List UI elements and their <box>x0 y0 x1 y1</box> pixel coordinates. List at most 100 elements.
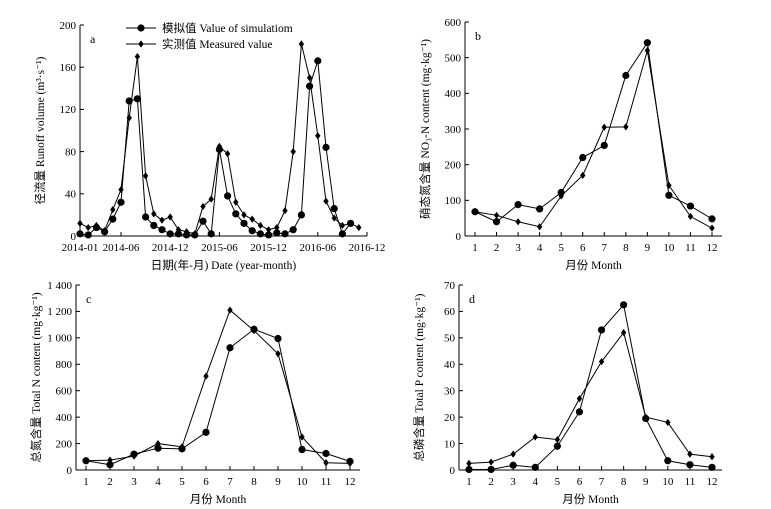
data-point <box>151 210 157 218</box>
data-point <box>207 230 215 238</box>
x-tick-label: 11 <box>685 476 696 488</box>
data-point <box>600 141 608 150</box>
data-point <box>93 221 100 230</box>
x-tick-label: 7 <box>602 242 608 254</box>
data-point <box>536 223 543 231</box>
legend-marker <box>138 40 144 48</box>
data-point <box>297 211 305 219</box>
x-tick-label: 3 <box>131 476 137 488</box>
y-axis-title: 总氮含量 Total N content (mg·kg⁻¹) <box>29 292 43 462</box>
data-point <box>306 74 313 82</box>
data-point <box>107 456 113 464</box>
x-tick-label: 9 <box>275 476 281 488</box>
data-point <box>514 201 522 209</box>
y-tick-label: 160 <box>60 62 77 74</box>
x-tick-label: 9 <box>643 476 649 488</box>
data-point <box>347 219 354 227</box>
y-tick-label: 0 <box>67 465 73 477</box>
data-point <box>154 444 162 452</box>
data-point <box>290 148 296 156</box>
data-point <box>158 226 166 234</box>
data-point <box>466 459 472 467</box>
y-tick-label: 800 <box>56 359 73 371</box>
x-tick-label: 10 <box>297 476 309 488</box>
data-point <box>708 463 716 471</box>
data-point <box>179 443 185 451</box>
y-tick-label: 0 <box>450 465 456 477</box>
data-point <box>241 211 247 219</box>
data-point <box>331 214 337 222</box>
data-point <box>249 215 255 223</box>
data-point <box>665 418 671 427</box>
data-point <box>488 458 494 466</box>
x-tick-label: 5 <box>555 476 561 488</box>
x-tick-label: 1 <box>466 476 472 488</box>
data-point <box>282 207 288 215</box>
x-tick-label: 2014-06 <box>103 242 140 254</box>
series-line <box>468 331 713 464</box>
data-point <box>167 213 173 221</box>
data-point <box>101 227 108 235</box>
y-tick-label: 600 <box>56 386 73 398</box>
series-simulated <box>76 57 355 239</box>
y-tick-label: 500 <box>445 52 462 64</box>
x-tick-label: 2016-06 <box>299 242 336 254</box>
data-point <box>665 191 673 199</box>
y-axis-title: 总磷含量 Total P content (mg·kg⁻¹) <box>412 293 426 461</box>
data-point <box>298 40 305 48</box>
legend-entry: 模拟值 Value of simulatiom <box>162 21 293 35</box>
data-point <box>510 450 516 458</box>
data-point <box>142 213 150 221</box>
data-point <box>298 445 306 454</box>
x-tick-label: 5 <box>558 242 564 254</box>
series-measured <box>472 46 715 232</box>
data-point <box>576 395 583 403</box>
data-point <box>248 227 256 235</box>
data-point <box>131 452 137 460</box>
y-tick-label: 120 <box>60 104 77 116</box>
y-tick-label: 0 <box>71 231 77 243</box>
series-line <box>85 309 351 464</box>
y-tick-label: 80 <box>65 146 77 158</box>
x-tick-label: 4 <box>533 476 539 488</box>
data-point <box>84 231 92 239</box>
series-line <box>85 328 351 466</box>
data-point <box>142 172 149 180</box>
y-tick-label: 40 <box>444 359 456 371</box>
y-tick-label: 1 200 <box>47 306 72 318</box>
data-point <box>323 459 329 467</box>
series-measured <box>77 40 362 238</box>
x-axis-title: 月份 Month <box>190 493 247 506</box>
y-axis-title: 径流量 Runoff volume (m³·s⁻¹) <box>33 56 47 204</box>
data-point <box>315 132 321 140</box>
data-point <box>224 192 232 200</box>
data-point <box>240 219 248 227</box>
data-point <box>208 195 214 203</box>
x-tick-label: 9 <box>645 242 651 254</box>
data-point <box>299 433 305 441</box>
data-point <box>117 198 125 206</box>
data-point <box>166 230 174 238</box>
data-point <box>709 453 715 461</box>
legend-entry: 实测值 Measured value <box>162 37 273 51</box>
data-point <box>106 461 114 469</box>
data-point <box>493 211 500 219</box>
x-axis-title: 月份 Month <box>562 493 619 506</box>
y-tick-label: 600 <box>445 17 462 29</box>
y-tick-label: 20 <box>444 412 456 424</box>
data-point <box>554 436 561 444</box>
data-point <box>159 216 165 224</box>
x-tick-label: 4 <box>155 476 161 488</box>
data-point <box>536 205 544 213</box>
x-tick-label: 2014-01 <box>62 242 99 254</box>
data-point <box>251 326 257 335</box>
data-point <box>226 344 234 352</box>
data-point <box>708 215 716 223</box>
data-point <box>664 457 672 465</box>
x-tick-label: 4 <box>537 242 543 254</box>
y-tick-label: 400 <box>445 88 462 100</box>
y-tick-label: 1 000 <box>47 333 72 345</box>
